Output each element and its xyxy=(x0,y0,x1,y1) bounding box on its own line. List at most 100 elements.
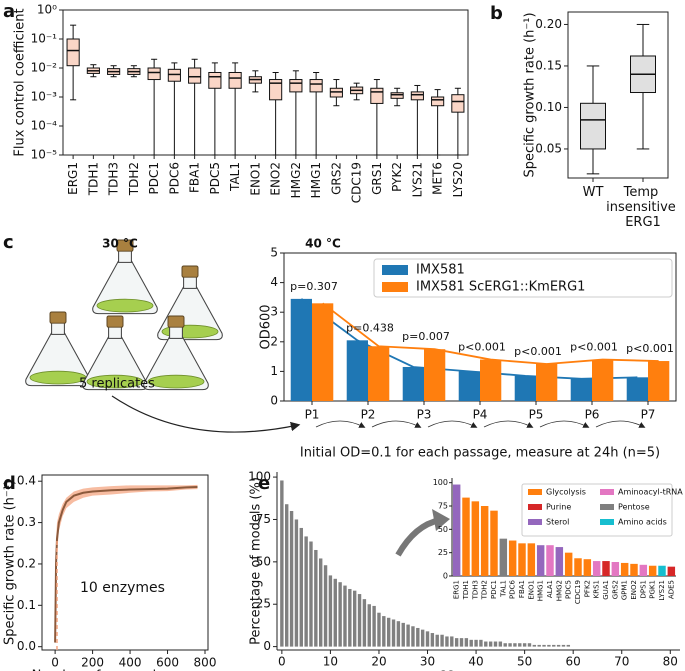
inset-bar xyxy=(639,564,648,576)
legend-label: Aminoacyl-tRNA xyxy=(618,488,683,497)
inset-x-tick-label: LYS21 xyxy=(658,580,666,601)
legend-swatch xyxy=(382,282,408,292)
bar xyxy=(396,621,401,647)
flasks xyxy=(25,239,223,391)
bar xyxy=(367,604,371,647)
bar xyxy=(570,378,592,401)
bar xyxy=(372,605,376,647)
y-tick-label: 0.0 xyxy=(17,639,36,653)
legend-box xyxy=(373,258,673,298)
x-tick-label: P2 xyxy=(361,408,376,422)
legend-swatch xyxy=(382,265,408,275)
x-tick-label: PDC6 xyxy=(167,162,181,195)
y-tick-label: 0.4 xyxy=(17,474,36,488)
legend-label: Amino acids xyxy=(618,518,667,527)
inset-bar xyxy=(546,545,554,576)
bar xyxy=(318,558,323,647)
bar xyxy=(357,594,362,647)
flask xyxy=(92,239,158,315)
x-tick-label: 200 xyxy=(81,656,104,670)
panel-letter: c xyxy=(3,232,14,253)
bar xyxy=(527,643,532,647)
diagram-title: 30 °C xyxy=(102,237,138,251)
x-tick-label: TAL1 xyxy=(228,162,242,192)
x-tick-label: GRS1 xyxy=(370,162,384,195)
y-tick-label: 25 xyxy=(256,597,271,611)
y-axis-label: Percentage of models (%) xyxy=(249,477,264,645)
y-tick-label: 0.10 xyxy=(535,100,562,114)
x-axis-label: Number of rescued enzymes xyxy=(32,669,219,671)
bar xyxy=(309,541,313,647)
x-tick-label: HMG1 xyxy=(309,162,323,198)
y-tick-label: 5 xyxy=(270,246,278,260)
plot-frame xyxy=(41,474,209,651)
inset-bar xyxy=(592,561,601,576)
x-tick-label: LYS20 xyxy=(451,162,465,197)
x-tick-label: PDC1 xyxy=(147,162,161,195)
inset-x-tick-label: TDH1 xyxy=(462,580,470,600)
bar xyxy=(285,504,289,647)
legend-swatch xyxy=(528,489,542,495)
bar xyxy=(498,641,503,647)
x-tick-label: 40 xyxy=(468,655,483,669)
inset-y-tick-label: 75 xyxy=(438,502,448,511)
x-tick-label: WT xyxy=(583,185,604,200)
y-tick-label: 10⁻¹ xyxy=(31,32,58,46)
bar xyxy=(362,599,367,647)
inset-bar xyxy=(536,545,545,576)
inset-x-tick-label: KRS1 xyxy=(593,580,601,598)
bar xyxy=(493,641,498,647)
panel-letter: e xyxy=(258,473,270,494)
y-tick-label: 4 xyxy=(270,275,278,289)
x-tick-label: 10 xyxy=(323,655,338,669)
y-tick-label: 0.3 xyxy=(17,515,36,529)
bar xyxy=(368,346,390,401)
zoom-arrow xyxy=(395,517,441,557)
bar xyxy=(484,641,488,647)
bar xyxy=(333,578,337,647)
inset-bar xyxy=(452,484,461,576)
passage-arrow xyxy=(371,420,422,428)
y-tick-label: 2 xyxy=(270,334,278,348)
bar xyxy=(469,639,473,647)
bar xyxy=(314,549,318,647)
box xyxy=(451,94,465,113)
legend-label: IMX581 xyxy=(416,263,465,278)
y-tick-label: 10⁻³ xyxy=(31,90,58,104)
x-tick-label: TDH3 xyxy=(107,162,121,196)
transfer-arrow xyxy=(111,395,301,433)
passage-arrow xyxy=(595,420,646,428)
legend-label: IMX581 ScERG1::KmERG1 xyxy=(416,280,585,295)
inset-bar xyxy=(574,558,582,576)
inset-bar xyxy=(611,562,620,576)
inset-x-tick-label: DPS1 xyxy=(639,580,647,599)
x-tick-label: MET6 xyxy=(431,162,445,195)
inset-bar xyxy=(583,559,592,576)
bar xyxy=(382,616,386,647)
annotation: 10 enzymes xyxy=(80,580,165,596)
plot-frame xyxy=(62,9,469,156)
x-tick-label: PYK2 xyxy=(390,162,404,192)
passage-arrow xyxy=(427,420,478,428)
passage-arrow xyxy=(539,420,590,428)
y-tick-label: 100 xyxy=(248,470,271,484)
y-tick-label: 10⁻⁴ xyxy=(31,119,58,133)
bar xyxy=(402,366,424,401)
bar xyxy=(537,644,541,647)
p-value: p<0.001 xyxy=(514,345,562,358)
y-axis-label: OD600 xyxy=(259,304,274,349)
bar xyxy=(552,644,556,647)
x-tick-label: 0 xyxy=(278,655,286,669)
y-tick-label: 3 xyxy=(270,305,278,319)
flask xyxy=(157,265,223,341)
inset-bar xyxy=(471,501,480,576)
box xyxy=(66,38,80,67)
bar xyxy=(513,643,517,647)
bar xyxy=(440,634,444,647)
legend-label: Pentose xyxy=(618,503,650,512)
panel-letter: b xyxy=(490,3,503,24)
x-tick-label: 60 xyxy=(566,655,581,669)
box xyxy=(188,67,202,84)
x-tick-label: 800 xyxy=(194,656,217,670)
inset-x-tick-label: FBA1 xyxy=(518,580,526,598)
